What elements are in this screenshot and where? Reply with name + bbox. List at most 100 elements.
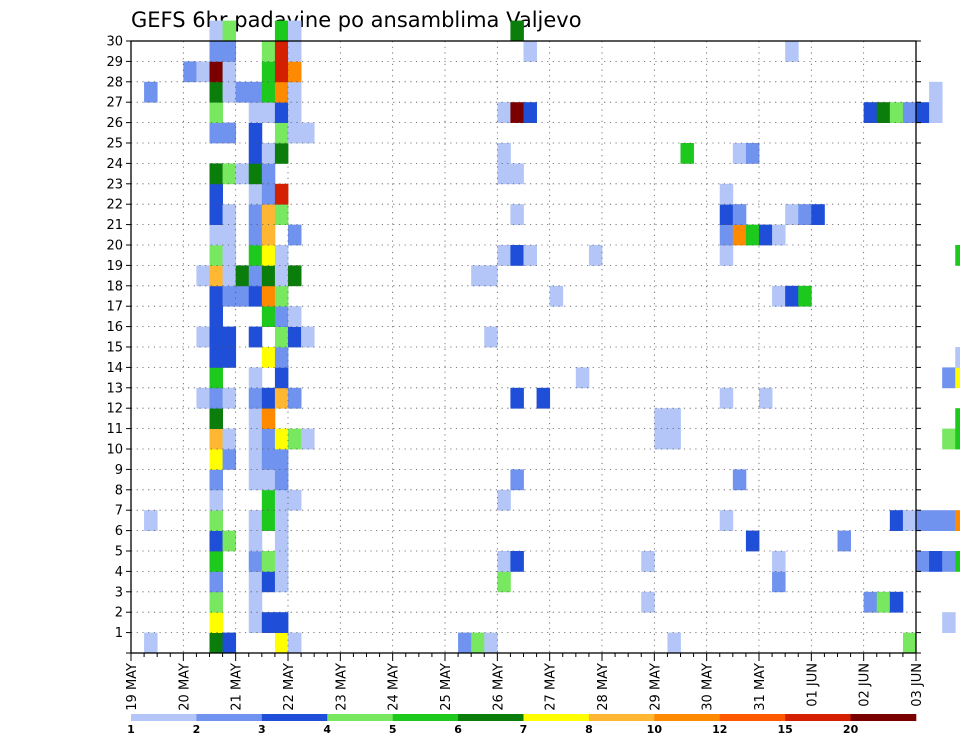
heatmap-cell [732,224,747,246]
heatmap-cell [497,163,511,185]
heatmap-cell [889,102,904,123]
heatmap-cell [889,591,904,613]
heatmap-cell [719,245,734,266]
heatmap-cell [261,571,276,593]
heatmap-cell [209,326,223,348]
legend-label: 12 [712,723,727,736]
heatmap-cell [955,367,960,389]
heatmap-cell [785,285,799,307]
y-tick-label: 24 [106,157,123,172]
heatmap-cell [274,551,289,572]
legend-swatch [392,714,459,721]
heatmap-cell [248,122,263,144]
heatmap-cell [209,41,223,62]
heatmap-cell [222,347,237,368]
heatmap-cell [274,81,289,103]
heatmap-cell [955,408,960,429]
legend-swatch [131,714,197,721]
heatmap-cell [248,285,263,307]
x-tick-label: 30 MAY [701,663,716,711]
heatmap-cell [929,551,943,572]
heatmap-cell [261,285,276,307]
heatmap-cell [811,204,825,225]
heatmap-cell [288,306,302,327]
y-tick-label: 4 [115,565,123,580]
heatmap-cell [759,387,773,409]
heatmap-cell [274,122,289,144]
heatmap-cell [837,530,851,552]
heatmap-cell [261,204,276,225]
heatmap-cell [248,510,263,531]
heatmap-cell [261,551,276,572]
heatmap-cell [248,81,263,103]
legend-swatch [850,714,917,721]
heatmap-cell [144,81,158,103]
y-tick-label: 26 [106,116,123,131]
heatmap-cell [274,204,289,225]
heatmap-cell [916,102,930,123]
heatmap-cell [301,428,315,450]
heatmap-cell [209,102,223,123]
heatmap-cell [274,571,289,593]
heatmap-cell [955,551,960,572]
heatmap-cell [916,510,930,531]
heatmap-cell [261,81,276,103]
heatmap-cell [209,469,223,491]
heatmap-cell [222,245,237,266]
y-tick-label: 28 [106,75,123,90]
x-tick-label: 25 MAY [439,663,454,711]
heatmap-cell [222,530,237,552]
heatmap-cell [510,469,524,491]
y-tick-label: 23 [106,177,123,192]
heatmap-cell [248,449,263,470]
heatmap-cell [261,41,276,62]
heatmap-cell [942,510,956,531]
heatmap-cell [222,163,237,185]
heatmap-cell [955,347,960,368]
legend-label: 7 [520,723,528,736]
heatmap-cell [248,102,263,123]
legend-label: 2 [193,723,201,736]
heatmap-cell [510,163,524,185]
heatmap-cell [876,102,891,123]
heatmap-cell [510,387,524,409]
heatmap-cell [288,387,302,409]
heatmap-cell [497,551,511,572]
heatmap-cell [288,122,302,144]
heatmap-cell [745,530,760,552]
heatmap-cell [288,489,302,511]
y-tick-label: 22 [106,198,123,213]
heatmap-cell [261,510,276,531]
heatmap-cell [641,551,655,572]
x-tick-label: 22 MAY [282,663,297,711]
heatmap-cell [222,632,237,654]
legend-label: 3 [258,723,266,736]
heatmap-cell [942,428,956,450]
heatmap-cell [719,204,734,225]
heatmap-cell [261,163,276,185]
y-tick-label: 17 [106,300,123,315]
heatmap-cell [745,224,760,246]
heatmap-cell [288,224,302,246]
heatmap-cell [955,428,960,450]
heatmap-cell [209,245,223,266]
legend-swatch [719,714,786,721]
x-tick-label: 02 JUN [858,663,873,707]
heatmap-cell [274,449,289,470]
heatmap-cell [863,102,878,123]
heatmap-cell [209,204,223,225]
heatmap-cell [523,245,537,266]
heatmap-cell [209,551,223,572]
y-tick-label: 16 [106,320,123,335]
heatmap-cell [274,632,289,654]
heatmap-cell [222,204,237,225]
legend-swatch [785,714,851,721]
heatmap-cell [248,245,263,266]
x-tick-label: 03 JUN [910,663,925,707]
heatmap-cell [274,143,289,164]
heatmap-cell [274,61,289,83]
legend-label: 20 [843,723,859,736]
heatmap-cell [719,387,734,409]
y-tick-label: 19 [106,259,123,274]
